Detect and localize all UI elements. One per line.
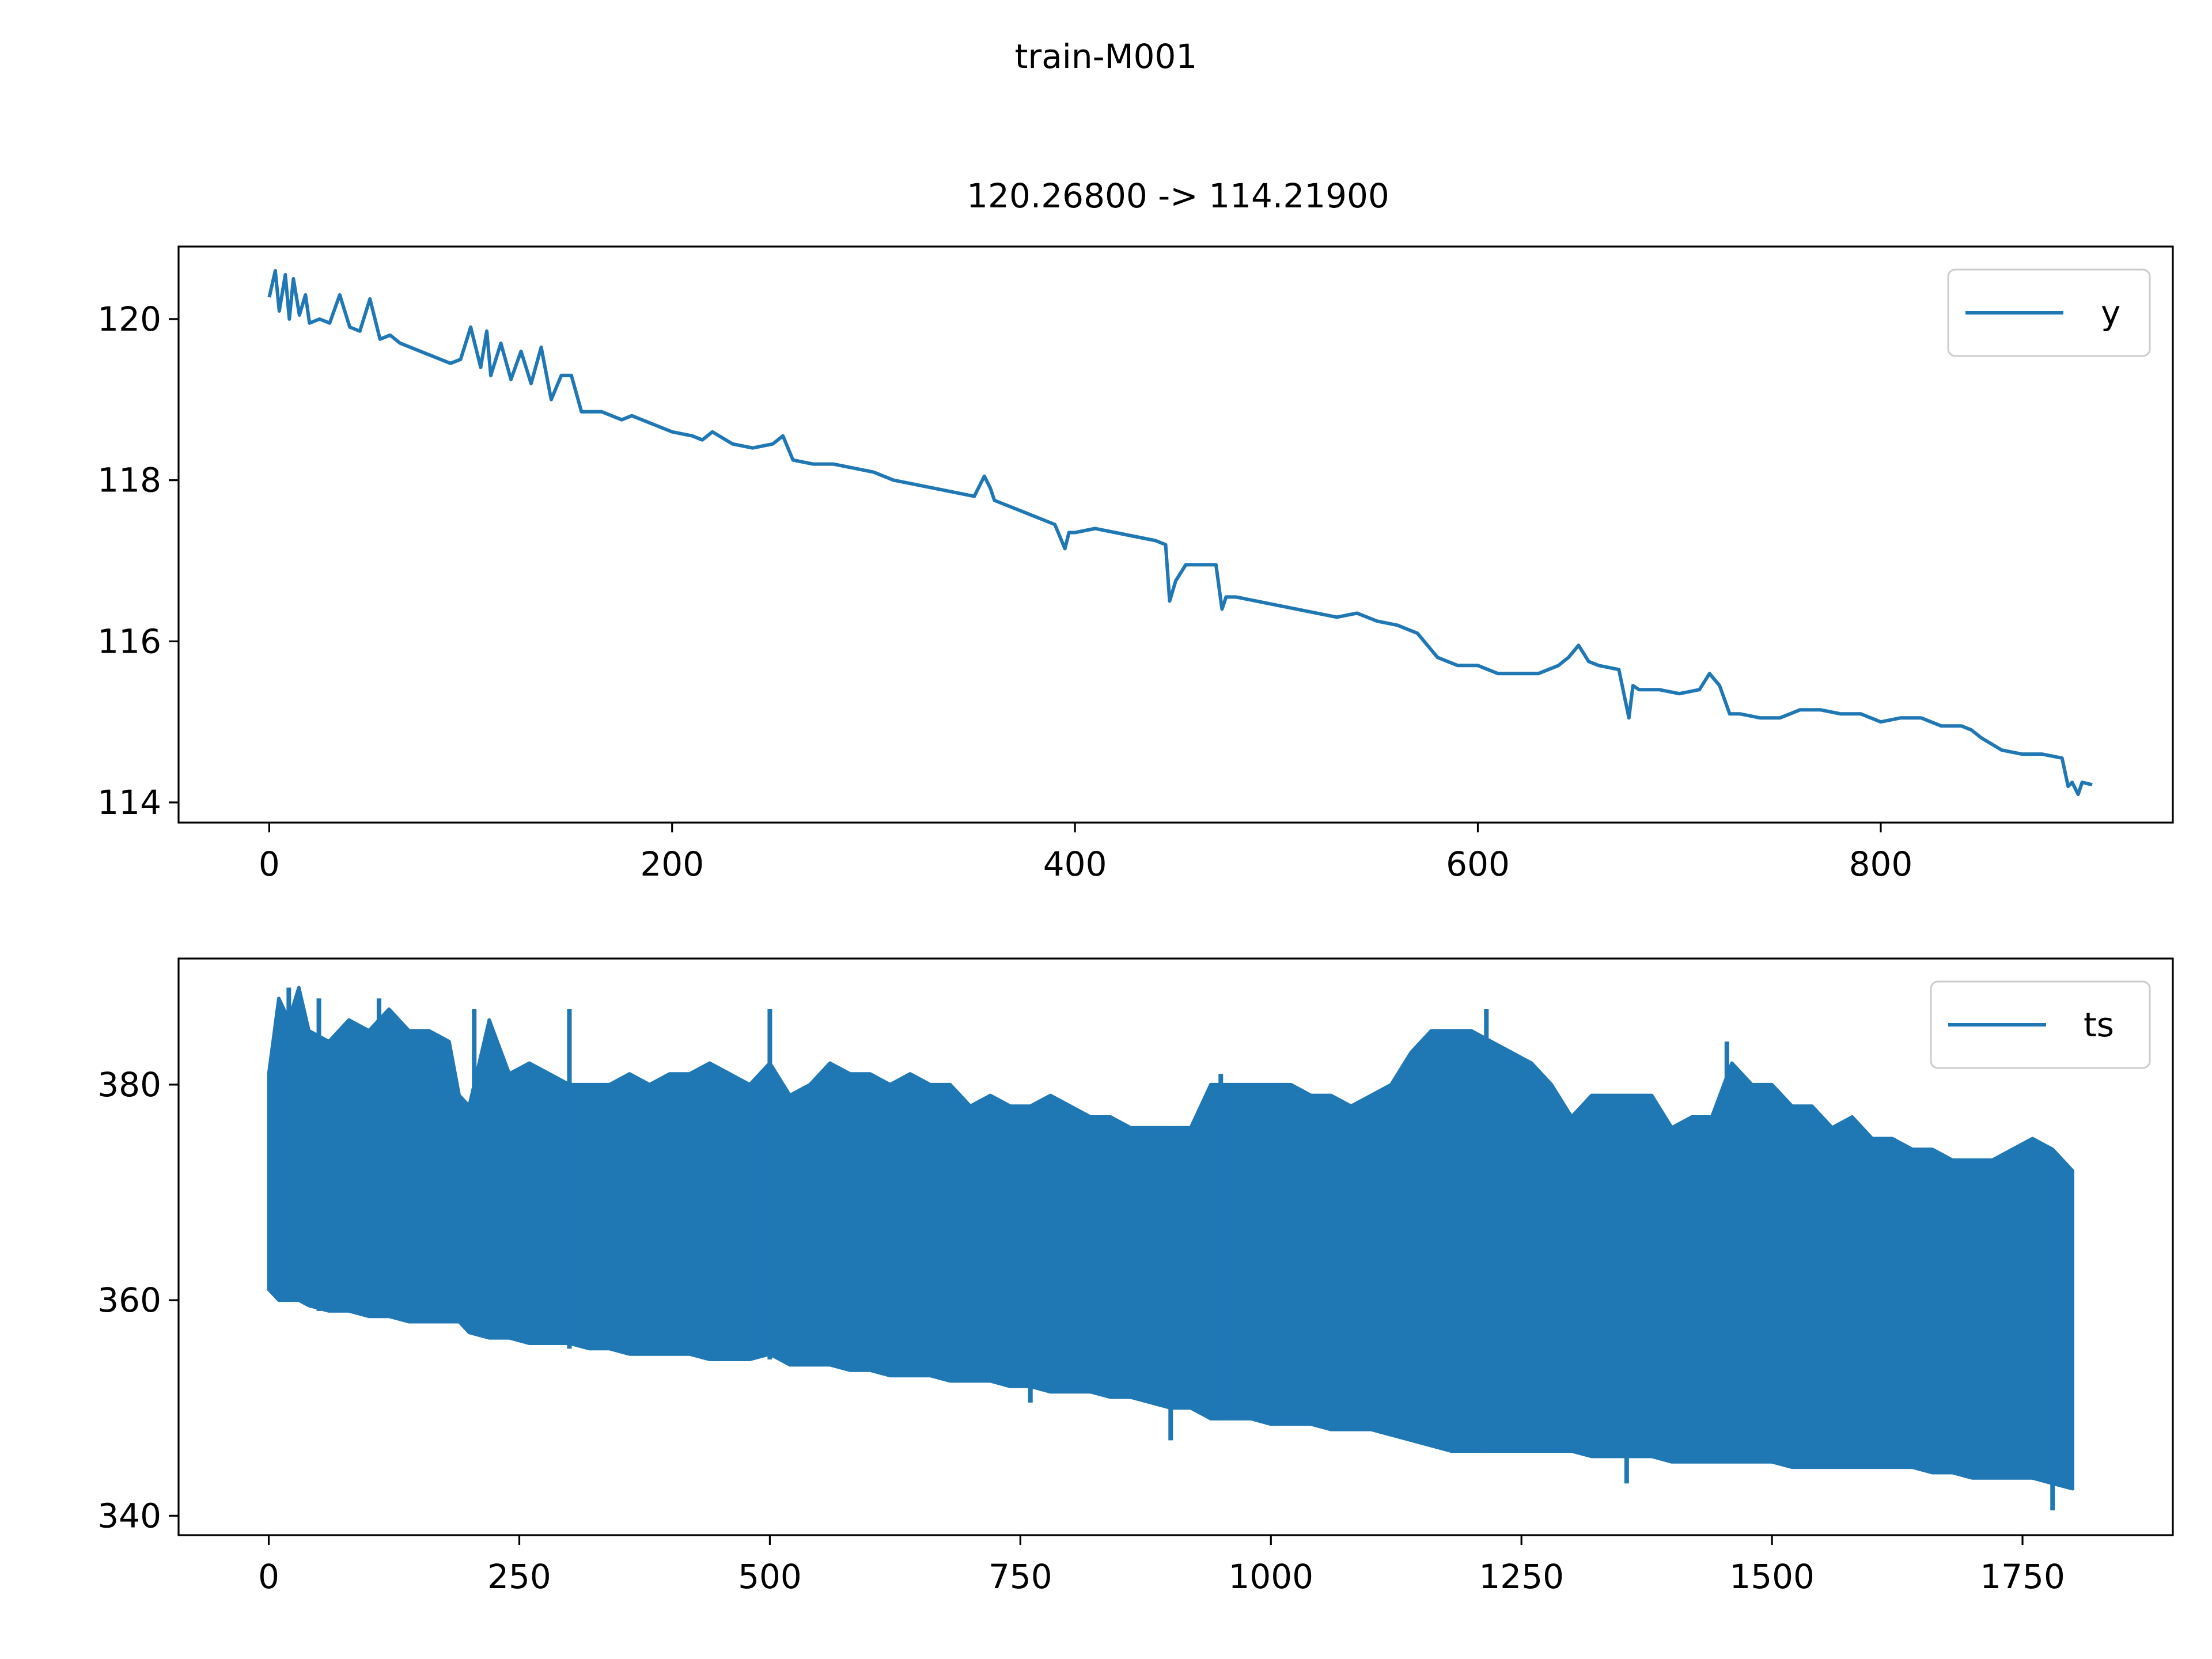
bottom-x-tick-label: 500 bbox=[738, 1557, 802, 1596]
top-x-tick-label: 0 bbox=[259, 844, 280, 884]
bottom-y-tick-label: 340 bbox=[97, 1496, 161, 1535]
bottom-x-tick-label: 1250 bbox=[1479, 1557, 1564, 1596]
bottom-x-tick-label: 1000 bbox=[1228, 1557, 1313, 1596]
bottom-y-tick-label: 360 bbox=[97, 1281, 161, 1320]
figure-suptitle: train-M001 bbox=[1015, 37, 1198, 76]
top-y-tick-label: 118 bbox=[97, 461, 161, 500]
bottom-x-tick-label: 250 bbox=[487, 1557, 551, 1596]
top-subplot-title: 120.26800 -> 114.21900 bbox=[967, 176, 1389, 215]
bottom-y-tick-label: 380 bbox=[97, 1065, 161, 1104]
legend-ts: ts bbox=[1930, 980, 2151, 1069]
top-subplot-y: 120.26800 -> 114.21900 0 200 400 600 800 114 1… bbox=[97, 176, 2174, 884]
top-axes-frame bbox=[177, 245, 2174, 824]
top-y-tick-label: 120 bbox=[97, 300, 161, 339]
bottom-x-tick-label: 0 bbox=[258, 1557, 279, 1596]
top-x-tick-label: 600 bbox=[1446, 844, 1510, 884]
top-x-tick-label: 200 bbox=[640, 844, 704, 884]
legend-label-y: y bbox=[2101, 293, 2120, 332]
top-y-tick-label: 114 bbox=[97, 783, 161, 822]
series-line-y bbox=[267, 269, 2093, 796]
legend-y: y bbox=[1947, 268, 2151, 357]
bottom-x-tick-label: 750 bbox=[988, 1557, 1052, 1596]
top-x-tick-label: 800 bbox=[1849, 844, 1913, 884]
bottom-subplot-ts: 0 250 500 750 1000 1250 1500 1750 340 360 380 ts bbox=[97, 957, 2174, 1596]
bottom-x-tick-label: 1500 bbox=[1729, 1557, 1815, 1596]
top-y-tick-label: 116 bbox=[97, 622, 161, 661]
bottom-axes-frame bbox=[177, 957, 2174, 1536]
bottom-x-tick-label: 1750 bbox=[1980, 1557, 2065, 1596]
top-x-tick-label: 400 bbox=[1043, 844, 1107, 884]
legend-label-ts: ts bbox=[2084, 1005, 2114, 1044]
